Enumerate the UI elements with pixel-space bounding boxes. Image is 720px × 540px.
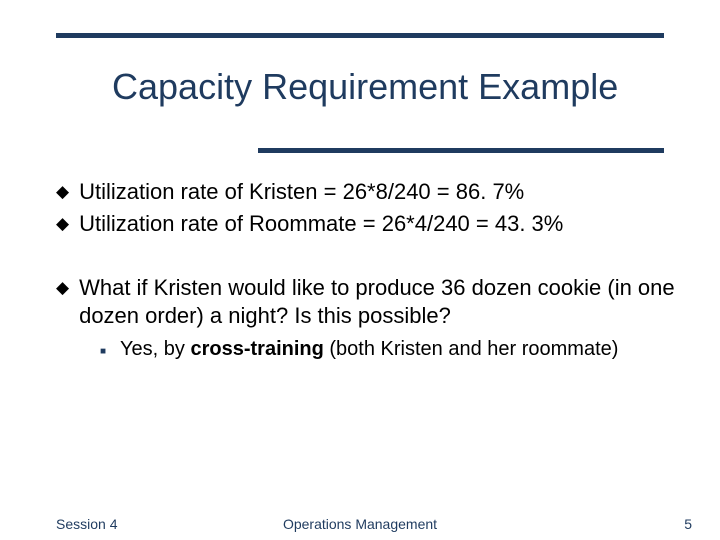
bullet-item: ◆ What if Kristen would like to produce … — [56, 274, 676, 330]
answer-prefix: Yes, by — [120, 338, 190, 360]
diamond-bullet-icon: ◆ — [56, 178, 69, 206]
diamond-bullet-icon: ◆ — [56, 210, 69, 238]
mid-horizontal-rule — [258, 148, 664, 153]
diamond-bullet-icon: ◆ — [56, 274, 69, 302]
bullet-text: What if Kristen would like to produce 36… — [79, 274, 676, 330]
bullet-text: Utilization rate of Roommate = 26*4/240 … — [79, 210, 563, 238]
sub-bullet-text: Yes, by cross-training (both Kristen and… — [120, 336, 618, 362]
slide-title: Capacity Requirement Example — [112, 66, 618, 108]
bullet-text: Utilization rate of Kristen = 26*8/240 =… — [79, 178, 524, 206]
spacer — [56, 242, 676, 274]
answer-suffix: (both Kristen and her roommate) — [324, 338, 619, 360]
bullet-item: ◆ Utilization rate of Kristen = 26*8/240… — [56, 178, 676, 206]
content-area: ◆ Utilization rate of Kristen = 26*8/240… — [56, 178, 676, 366]
footer-page-number: 5 — [684, 516, 692, 532]
footer-course: Operations Management — [0, 516, 720, 532]
bullet-item: ◆ Utilization rate of Roommate = 26*4/24… — [56, 210, 676, 238]
square-bullet-icon: ■ — [100, 338, 106, 366]
answer-bold: cross-training — [190, 338, 323, 360]
top-horizontal-rule — [56, 33, 664, 38]
sub-bullet-item: ■ Yes, by cross-training (both Kristen a… — [100, 336, 676, 366]
